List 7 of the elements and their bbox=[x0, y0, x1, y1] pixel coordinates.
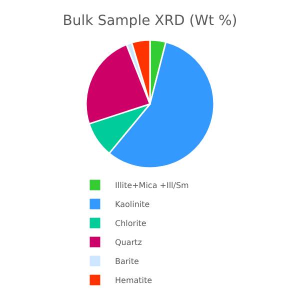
legend-label: Hematite bbox=[115, 276, 152, 286]
legend-label: Quartz bbox=[115, 238, 142, 248]
legend-label: Barite bbox=[115, 257, 140, 266]
legend-label: Kaolinite bbox=[115, 200, 150, 210]
legend-label: Chlorite bbox=[115, 219, 146, 228]
legend-label: Illite+Mica +Ill/Sm bbox=[115, 181, 190, 190]
chart-title: Bulk Sample XRD (Wt %) bbox=[62, 12, 238, 29]
